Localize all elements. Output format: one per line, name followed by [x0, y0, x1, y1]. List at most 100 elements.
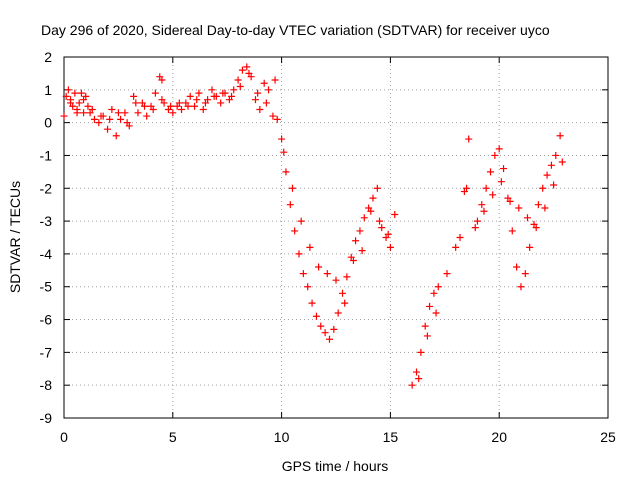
- data-point: [534, 201, 542, 209]
- data-point: [132, 99, 140, 107]
- data-point: [541, 204, 549, 212]
- y-tick-label: -8: [40, 377, 53, 393]
- x-tick-label: 10: [274, 429, 290, 445]
- data-point: [334, 309, 342, 317]
- data-point: [434, 283, 442, 291]
- data-point: [367, 207, 375, 215]
- data-point: [430, 289, 438, 297]
- data-point: [71, 89, 79, 97]
- data-point: [234, 76, 242, 84]
- data-point: [506, 197, 514, 205]
- y-tick-label: -7: [40, 344, 53, 360]
- data-point: [332, 276, 340, 284]
- data-point: [539, 184, 547, 192]
- data-point: [558, 158, 566, 166]
- data-point: [299, 270, 307, 278]
- data-point: [106, 115, 114, 123]
- data-point: [217, 99, 225, 107]
- y-tick-label: -6: [40, 312, 53, 328]
- data-point: [184, 102, 192, 110]
- data-point: [286, 201, 294, 209]
- data-point: [352, 237, 360, 245]
- data-point: [360, 214, 368, 222]
- data-point: [228, 92, 236, 100]
- grid: [64, 57, 608, 418]
- data-point: [349, 256, 357, 264]
- data-point: [312, 312, 320, 320]
- data-point: [208, 86, 216, 94]
- x-tick-label: 25: [600, 429, 616, 445]
- data-point: [243, 63, 251, 71]
- axis-ticks: 0 5 10 15 20 25 -9 -8 -7 -6 -5 -4 -3 -2 -1 0 1 2: [40, 49, 616, 445]
- y-tick-label: -1: [40, 147, 53, 163]
- data-point: [369, 194, 377, 202]
- data-point: [478, 201, 486, 209]
- data-point: [521, 270, 529, 278]
- data-point: [88, 106, 96, 114]
- data-point: [260, 79, 268, 87]
- data-point: [532, 224, 540, 232]
- data-point: [500, 165, 508, 173]
- data-point: [413, 368, 421, 376]
- data-point: [121, 109, 129, 117]
- y-tick-label: 2: [44, 49, 52, 65]
- data-point: [547, 161, 555, 169]
- data-point: [391, 211, 399, 219]
- data-point: [339, 289, 347, 297]
- data-point: [517, 283, 525, 291]
- data-point: [495, 145, 503, 153]
- data-point: [552, 151, 560, 159]
- y-axis-label: SDTVAR / TECUs: [7, 181, 23, 293]
- data-point: [306, 243, 314, 251]
- y-tick-label: -3: [40, 213, 53, 229]
- data-point: [376, 217, 384, 225]
- data-point: [486, 168, 494, 176]
- data-point: [513, 263, 521, 271]
- y-tick-label: -2: [40, 180, 53, 196]
- data-point: [201, 99, 209, 107]
- data-point: [491, 151, 499, 159]
- data-point: [378, 224, 386, 232]
- data-point: [408, 381, 416, 389]
- data-point: [373, 184, 381, 192]
- data-point: [308, 299, 316, 307]
- data-point: [473, 217, 481, 225]
- y-tick-label: 0: [44, 115, 52, 131]
- data-point: [386, 243, 394, 251]
- data-point: [73, 109, 81, 117]
- y-tick-label: -5: [40, 279, 53, 295]
- data-point: [265, 86, 273, 94]
- data-point: [456, 234, 464, 241]
- data-point: [356, 227, 364, 235]
- data-point: [423, 332, 431, 340]
- plot-frame: [63, 56, 609, 419]
- data-point: [238, 66, 246, 74]
- data-point: [191, 102, 199, 110]
- data-point: [280, 148, 288, 156]
- y-tick-label: -4: [40, 246, 53, 262]
- data-point: [219, 89, 227, 97]
- data-point: [167, 102, 175, 110]
- data-point: [151, 89, 159, 97]
- data-point: [315, 263, 323, 271]
- data-point: [550, 181, 558, 189]
- data-point: [245, 69, 253, 77]
- data-point: [471, 224, 479, 232]
- data-point: [141, 102, 149, 110]
- data-point: [123, 119, 131, 127]
- data-point: [343, 273, 351, 281]
- x-axis-label: GPS time / hours: [282, 458, 389, 474]
- data-point: [117, 115, 125, 123]
- data-point: [482, 184, 490, 192]
- data-point: [288, 184, 296, 192]
- data-point: [489, 191, 497, 199]
- data-point: [60, 112, 68, 120]
- data-point: [523, 214, 531, 222]
- data-point: [134, 109, 142, 117]
- data-point: [254, 89, 262, 97]
- data-point: [178, 106, 186, 114]
- data-point: [358, 247, 366, 255]
- data-point: [291, 227, 299, 235]
- data-point: [273, 115, 281, 123]
